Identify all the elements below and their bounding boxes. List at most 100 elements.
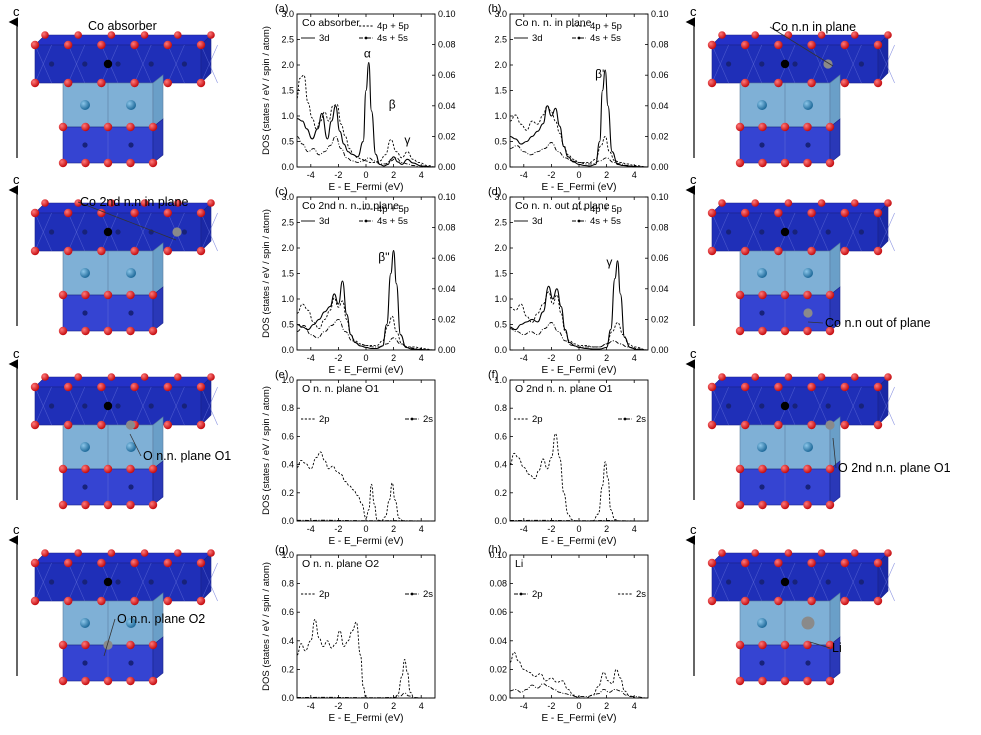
oxygen-atom: [718, 31, 726, 39]
octa-edge: [67, 386, 86, 426]
oxygen-atom: [758, 676, 767, 686]
y2-tick-label: 0.10: [438, 192, 456, 202]
cobalt-atom: [82, 142, 88, 148]
structure-label: Co absorber: [88, 19, 157, 33]
oxygen-atom: [103, 158, 113, 168]
structure-1: c: [8, 4, 218, 168]
oxygen-atom: [81, 122, 90, 132]
y-tick-label: 0.0: [281, 345, 294, 355]
y-tick-label: 0.8: [494, 403, 507, 413]
y-tick-label: 0.5: [281, 320, 294, 330]
oxygen-atom: [30, 208, 40, 218]
cobalt-atom: [115, 403, 121, 409]
label-leader: [77, 201, 177, 241]
plot-frame: [509, 554, 649, 699]
oxygen-atom: [58, 290, 68, 300]
co-absorber-atom: [103, 59, 113, 69]
octa-edge: [711, 562, 729, 602]
oxygen-atom: [126, 500, 135, 510]
plot-frame: [296, 554, 436, 699]
oxygen-atom: [64, 246, 73, 256]
oxygen-atom: [825, 290, 835, 300]
y-tick-label: 2.0: [494, 60, 507, 70]
oxygen-atom: [780, 158, 790, 168]
y2-tick-label: 0.06: [651, 70, 669, 80]
x-tick-label: -2: [334, 353, 342, 363]
chart-panel-4: (d) Co n. n. out of plane -4 -2 0 2 4 E - E_Fer…: [488, 186, 669, 376]
x-axis-label: E - E_Fermi (eV): [541, 536, 616, 547]
y-tick-label: 2.5: [281, 218, 294, 228]
oxygen-atom: [780, 326, 790, 336]
c-axis-label: c: [13, 522, 20, 537]
y-tick-label: 0.8: [281, 579, 294, 589]
oxygen-atom: [784, 373, 793, 381]
oxygen-atom: [81, 326, 90, 336]
oxygen-atom: [758, 640, 767, 650]
y2-tick-label: 0.10: [651, 9, 669, 19]
cobalt-atom: [825, 403, 831, 409]
oxygen-atom: [780, 640, 790, 650]
y-axis-label: DOS (states / eV / spin / atom): [261, 26, 272, 155]
highlight-atom: [125, 420, 136, 430]
oxygen-atom: [884, 549, 892, 557]
cobalt-atom: [49, 579, 55, 585]
structure-8: c: [685, 522, 895, 686]
octa-edge: [811, 212, 829, 252]
octa-edge: [167, 386, 185, 426]
octa-edge: [200, 44, 218, 84]
legend-label: 2p: [319, 589, 330, 600]
octa-edge: [200, 212, 218, 252]
x-tick-label: 0: [363, 701, 368, 711]
oxygen-atom: [741, 596, 750, 606]
oxygen-atom: [780, 290, 790, 300]
legend-label: 3d: [532, 33, 543, 44]
y-tick-label: 0.6: [281, 431, 294, 441]
x-axis-label: E - E_Fermi (eV): [328, 536, 403, 547]
oxygen-atom: [103, 676, 113, 686]
oxygen-atom: [74, 373, 82, 381]
c-axis-label: c: [13, 172, 20, 187]
co-absorber-atom: [103, 227, 113, 237]
top-layer-face: [711, 376, 889, 388]
cobalt-atom: [49, 61, 55, 67]
y-tick-label: 0.8: [281, 403, 294, 413]
oxygen-atom: [825, 676, 835, 686]
oxygen-atom: [735, 290, 745, 300]
oxygen-atom: [207, 373, 215, 381]
oxygen-atom: [207, 31, 215, 39]
c-axis-label: c: [690, 522, 697, 537]
cobalt-atom: [759, 142, 765, 148]
octa-edge: [811, 386, 829, 426]
octa-edge: [711, 44, 729, 84]
legend-marker: [577, 219, 581, 223]
oxygen-atom: [758, 500, 767, 510]
octa-edge: [877, 562, 895, 602]
x-tick-label: 4: [419, 353, 424, 363]
oxygen-atom: [707, 420, 717, 430]
oxygen-atom: [840, 40, 849, 50]
cobalt-atom: [726, 403, 732, 409]
y2-tick-label: 0.04: [651, 284, 669, 294]
legend-label: 3d: [319, 33, 330, 44]
y2-tick-label: 0.04: [438, 101, 456, 111]
cobalt-atom: [80, 442, 90, 452]
cobalt-atom: [759, 403, 765, 409]
oxygen-atom: [873, 40, 883, 50]
y-tick-label: 1.0: [494, 375, 507, 385]
x-tick-label: 4: [419, 524, 424, 534]
oxygen-atom: [807, 420, 816, 430]
x-tick-label: 2: [391, 353, 396, 363]
y-tick-label: 0.2: [281, 488, 294, 498]
x-tick-label: 2: [604, 524, 609, 534]
oxygen-atom: [774, 246, 783, 256]
oxygen-atom: [130, 78, 139, 88]
oxygen-atom: [803, 640, 812, 650]
legend-label: 3d: [319, 216, 330, 227]
series-line-2s: [296, 692, 436, 699]
middle-layer-side: [829, 74, 841, 128]
series-line-3d: [509, 260, 649, 351]
structure-7: c: [685, 346, 895, 510]
cobalt-atom: [759, 61, 765, 67]
oxygen-atom: [97, 382, 106, 392]
legend-label: 4p + 5p: [377, 204, 409, 215]
